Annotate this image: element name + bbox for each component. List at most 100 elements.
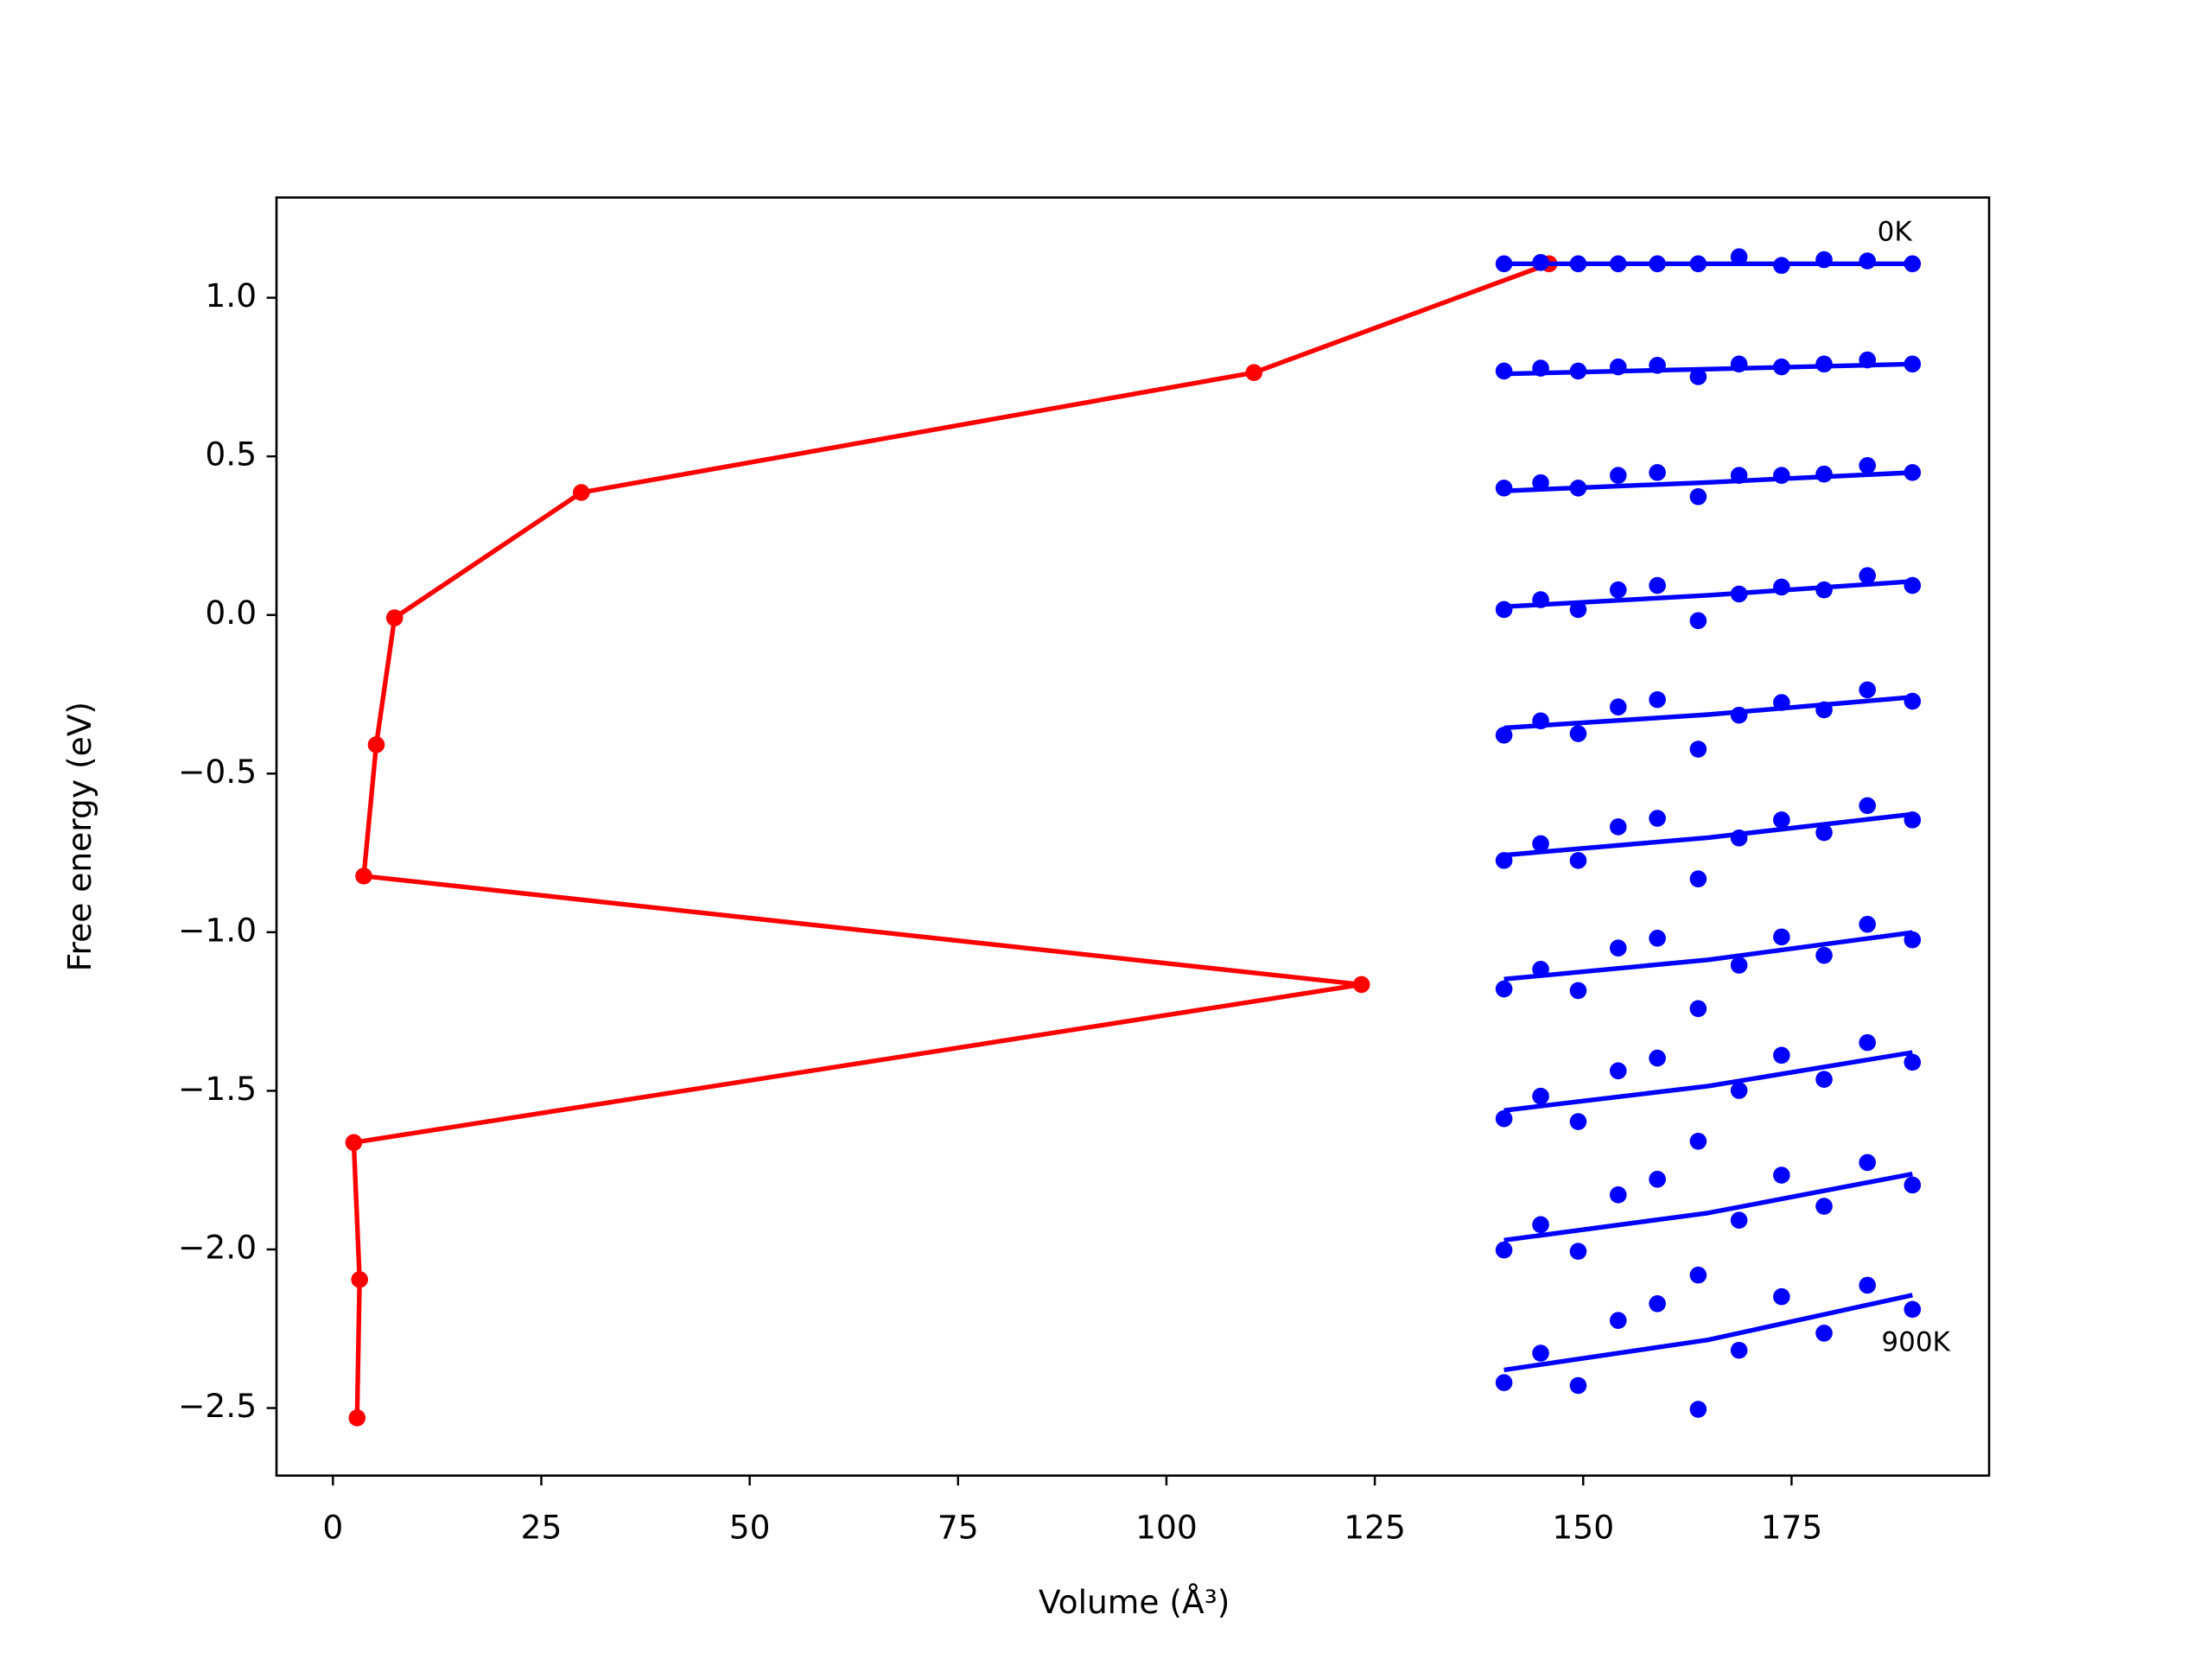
point	[1569, 1376, 1587, 1395]
point	[1609, 939, 1627, 957]
point	[1689, 368, 1707, 385]
x-tick-label: 100	[1135, 1508, 1198, 1546]
point	[1859, 915, 1876, 933]
series-line	[1503, 1293, 1913, 1373]
series-line	[1503, 1171, 1913, 1243]
point	[1904, 931, 1922, 949]
point	[1859, 797, 1876, 815]
point	[1495, 1374, 1513, 1391]
point	[1609, 467, 1627, 484]
point	[572, 484, 590, 501]
point	[1730, 1341, 1748, 1359]
point	[1495, 727, 1513, 744]
point	[1859, 1154, 1876, 1172]
point	[1730, 1082, 1748, 1099]
point	[1495, 480, 1513, 497]
point	[1689, 1132, 1707, 1150]
series-line	[1503, 470, 1913, 493]
point	[345, 1134, 363, 1152]
point	[1532, 1087, 1549, 1105]
y-tick-label: −1.5	[178, 1070, 257, 1108]
series-line	[1503, 695, 1913, 731]
point	[1730, 957, 1748, 974]
point	[1730, 1211, 1748, 1230]
point	[1773, 811, 1790, 829]
point	[1569, 725, 1587, 742]
series-line	[351, 261, 1550, 1418]
point	[1649, 1294, 1666, 1313]
point	[1609, 1062, 1627, 1080]
point	[1859, 1276, 1876, 1294]
point	[1649, 810, 1666, 827]
point	[1689, 870, 1707, 887]
x-tick-label: 175	[1761, 1508, 1823, 1546]
point	[1689, 1000, 1707, 1018]
point	[1815, 1325, 1833, 1342]
series-line	[1503, 579, 1913, 609]
x-tick-label: 50	[729, 1508, 771, 1546]
point	[1649, 1049, 1666, 1067]
point	[1649, 464, 1666, 481]
point	[1569, 852, 1587, 869]
point	[1649, 690, 1666, 709]
point	[1649, 930, 1666, 947]
series-line	[1503, 811, 1913, 858]
y-tick-label: 0.0	[205, 594, 257, 632]
y-axis-label: Free energy (eV)	[60, 702, 99, 971]
point	[1773, 1166, 1790, 1184]
point	[1773, 928, 1790, 946]
point	[1495, 1109, 1513, 1128]
y-tick-label: −0.5	[178, 753, 257, 791]
point	[348, 1409, 366, 1427]
point	[1859, 1033, 1876, 1052]
point	[1689, 487, 1707, 505]
point	[367, 736, 385, 753]
point	[1609, 1312, 1627, 1330]
plot-frame	[275, 196, 1991, 1478]
y-tick-label: −2.0	[178, 1228, 257, 1266]
point	[1815, 823, 1833, 842]
series-line	[1503, 1050, 1913, 1113]
point	[1609, 698, 1627, 715]
point	[1859, 252, 1876, 270]
point	[1773, 1046, 1790, 1065]
point	[351, 1271, 368, 1288]
point	[1773, 1287, 1790, 1306]
point	[1859, 457, 1876, 474]
point	[1245, 364, 1263, 382]
point	[1532, 835, 1549, 853]
series-line	[1503, 361, 1913, 377]
point	[355, 868, 372, 885]
x-tick-label: 125	[1344, 1508, 1406, 1546]
point	[1532, 1216, 1549, 1234]
point	[1495, 601, 1513, 619]
x-tick-label: 0	[322, 1508, 343, 1546]
x-tick-label: 150	[1552, 1508, 1614, 1546]
point	[1495, 980, 1513, 998]
point	[1649, 1171, 1666, 1188]
point	[1609, 1186, 1627, 1204]
point	[1815, 1071, 1833, 1089]
point	[1904, 1053, 1922, 1071]
y-tick-label: −2.5	[178, 1387, 257, 1425]
point	[1689, 1401, 1707, 1418]
point	[1569, 1113, 1587, 1130]
y-tick-label: 0.5	[205, 435, 257, 474]
point	[1352, 976, 1370, 994]
point	[1569, 601, 1587, 619]
annotation: 0K	[1878, 216, 1913, 247]
point	[1904, 1300, 1922, 1319]
point	[1649, 576, 1666, 594]
point	[1689, 1266, 1707, 1284]
point	[1532, 1344, 1549, 1362]
series-line	[1503, 930, 1913, 982]
point	[1609, 818, 1627, 836]
annotation: 900K	[1881, 1326, 1950, 1357]
point	[1904, 1176, 1922, 1194]
point	[385, 609, 404, 626]
point	[1815, 1198, 1833, 1215]
